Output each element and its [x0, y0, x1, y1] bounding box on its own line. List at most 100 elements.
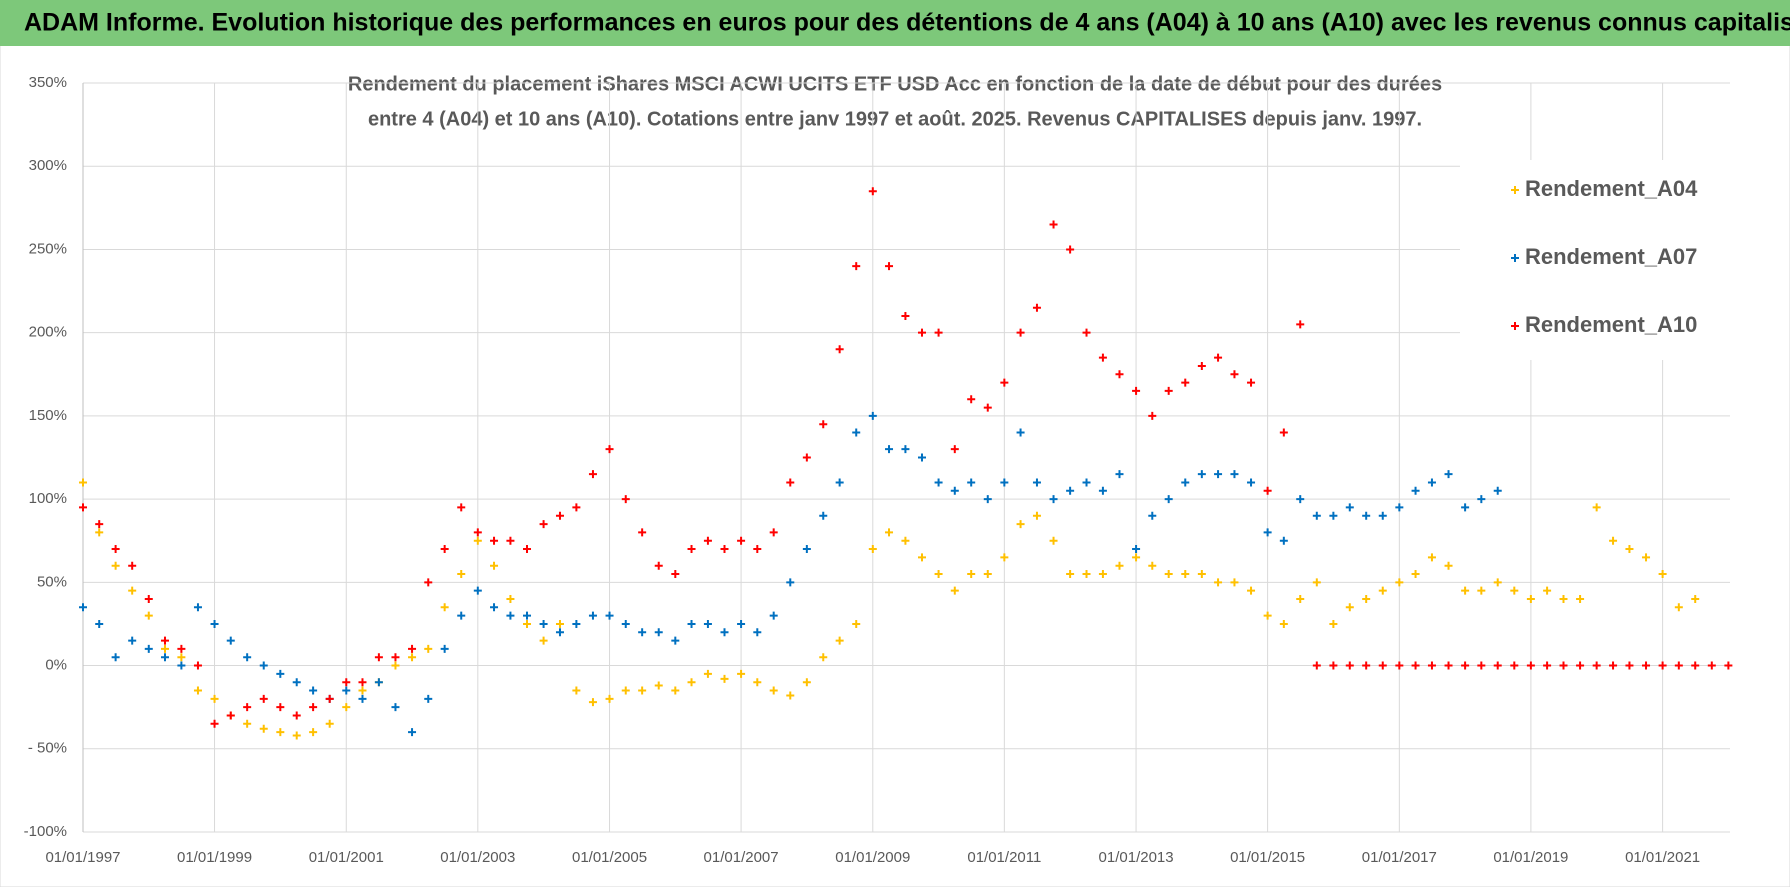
legend-marker — [1511, 254, 1519, 262]
scatter-point — [325, 694, 334, 703]
scatter-point — [1329, 619, 1338, 628]
scatter-point — [1214, 470, 1223, 479]
scatter-point — [983, 495, 992, 504]
scatter-point — [917, 453, 926, 462]
scatter-point — [934, 328, 943, 337]
scatter-point — [901, 536, 910, 545]
scatter-point — [950, 586, 959, 595]
scatter-point — [555, 628, 564, 637]
scatter-point — [654, 561, 663, 570]
scatter-point — [1032, 303, 1041, 312]
legend-marker — [1511, 186, 1519, 194]
legend-label: Rendement_A04 — [1525, 176, 1698, 201]
scatter-point — [835, 478, 844, 487]
y-tick-label: -100% — [24, 823, 67, 840]
scatter-point — [1115, 470, 1124, 479]
scatter-point — [1674, 661, 1683, 670]
scatter-point — [1691, 594, 1700, 603]
scatter-point — [621, 686, 630, 695]
scatter-point — [687, 545, 696, 554]
scatter-point — [852, 262, 861, 271]
scatter-point — [523, 619, 532, 628]
scatter-point — [1395, 661, 1404, 670]
scatter-point — [703, 536, 712, 545]
scatter-point — [226, 711, 235, 720]
scatter-point — [1427, 553, 1436, 562]
y-tick-label: 100% — [29, 490, 67, 507]
scatter-point — [342, 703, 351, 712]
scatter-point — [1395, 503, 1404, 512]
x-tick-label: 01/01/1999 — [177, 849, 252, 866]
scatter-point — [1461, 661, 1470, 670]
scatter-point — [95, 520, 104, 529]
scatter-point — [1329, 661, 1338, 670]
scatter-point — [572, 686, 581, 695]
scatter-point — [1625, 661, 1634, 670]
scatter-point — [819, 420, 828, 429]
x-tick-label: 01/01/2013 — [1099, 849, 1174, 866]
y-tick-label: 0% — [45, 657, 67, 674]
scatter-point — [457, 503, 466, 512]
scatter-point — [1066, 570, 1075, 579]
x-tick-label: 01/01/2011 — [967, 849, 1041, 866]
scatter-point — [1477, 586, 1486, 595]
scatter-point — [588, 698, 597, 707]
y-tick-label: - 50% — [28, 740, 67, 757]
scatter-point — [1411, 661, 1420, 670]
scatter-point — [1362, 511, 1371, 520]
scatter-point — [868, 187, 877, 196]
scatter-point — [1378, 511, 1387, 520]
scatter-point — [1691, 661, 1700, 670]
y-tick-label: 150% — [29, 407, 67, 424]
scatter-point — [1329, 511, 1338, 520]
scatter-point — [193, 661, 202, 670]
scatter-point — [1510, 661, 1519, 670]
scatter-point — [654, 681, 663, 690]
scatter-point — [835, 636, 844, 645]
scatter-point — [950, 486, 959, 495]
x-tick-label: 01/01/2005 — [572, 849, 647, 866]
scatter-point — [243, 703, 252, 712]
scatter-point — [358, 678, 367, 687]
scatter-point — [967, 395, 976, 404]
x-tick-label: 01/01/2003 — [440, 849, 515, 866]
scatter-point — [1526, 661, 1535, 670]
scatter-point — [374, 653, 383, 662]
scatter-point — [786, 578, 795, 587]
scatter-point — [671, 686, 680, 695]
scatter-point — [753, 628, 762, 637]
scatter-point — [506, 536, 515, 545]
scatter-point — [1345, 661, 1354, 670]
scatter-point — [1247, 378, 1256, 387]
scatter-point — [786, 478, 795, 487]
scatter-point — [1148, 561, 1157, 570]
scatter-point — [259, 724, 268, 733]
scatter-point — [769, 611, 778, 620]
scatter-point — [983, 570, 992, 579]
scatter-point — [1214, 578, 1223, 587]
scatter-point — [144, 611, 153, 620]
scatter-point — [868, 411, 877, 420]
scatter-point — [671, 570, 680, 579]
scatter-point — [276, 669, 285, 678]
scatter-point — [408, 728, 417, 737]
scatter-point — [885, 445, 894, 454]
scatter-point — [193, 686, 202, 695]
scatter-point — [1576, 661, 1585, 670]
scatter-point — [160, 636, 169, 645]
x-tick-label: 01/01/2015 — [1230, 849, 1305, 866]
chart-subtitle: Rendement du placement iShares MSCI ACWI… — [348, 73, 1442, 95]
scatter-point — [523, 611, 532, 620]
scatter-point — [1411, 570, 1420, 579]
scatter-point — [588, 611, 597, 620]
scatter-point — [572, 619, 581, 628]
scatter-point — [1592, 661, 1601, 670]
scatter-point — [424, 644, 433, 653]
scatter-point — [111, 561, 120, 570]
header-title: ADAM Informe. Evolution historique des p… — [24, 9, 1790, 37]
scatter-point — [490, 603, 499, 612]
scatter-point — [1658, 570, 1667, 579]
scatter-point — [1164, 570, 1173, 579]
x-tick-label: 01/01/2017 — [1362, 849, 1437, 866]
